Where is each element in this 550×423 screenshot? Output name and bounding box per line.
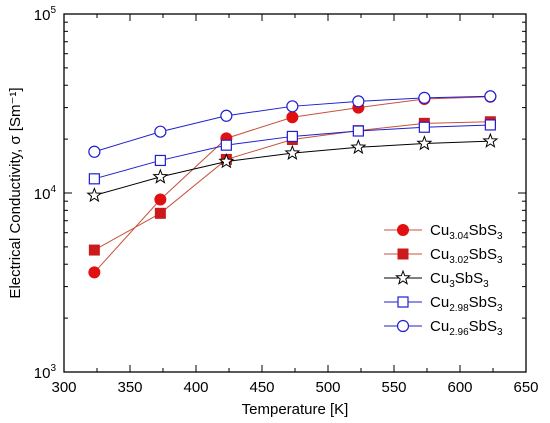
y-tick-label: 104 [34,184,57,203]
data-point [350,138,367,155]
data-point [352,125,364,137]
series-4 [88,119,496,185]
data-point [88,244,100,256]
data-point [220,139,232,151]
x-tick-label: 450 [249,379,274,396]
data-point [154,154,166,167]
data-point [154,125,167,138]
data-point [482,132,499,148]
legend-marker [397,296,409,308]
data-point [88,173,100,185]
axes-layer: 300 350 400 450 500 550 600 650 103 104 105 [34,5,539,396]
data-point [418,121,430,133]
x-tick-label: 350 [117,379,142,396]
plot-frame [63,13,527,373]
data-point [484,119,496,131]
data-point [352,95,365,108]
legend-marker [397,224,409,236]
data-point [416,135,433,151]
legend-entry: Cu3.04SbS3 [384,222,503,242]
legend-entry: Cu2.96SbS3 [384,318,503,338]
x-axis-label: Temperature [K] [242,401,349,418]
legend-entry: Cu3.02SbS3 [384,246,503,266]
y-tick-label: 105 [34,5,57,24]
data-point [152,168,169,184]
x-tick-label: 300 [51,379,76,396]
data-point [418,91,431,104]
data-point [286,130,298,143]
x-tick-label: 400 [183,379,208,396]
legend-label: Cu3.02SbS3 [430,246,503,266]
data-point [220,109,233,122]
data-point [484,90,497,103]
data-point [86,186,103,203]
series-layer [86,90,499,279]
y-tick-label: 103 [34,363,57,382]
data-point [88,266,101,279]
legend-entry: Cu2.98SbS3 [384,294,503,314]
data-point [218,153,235,169]
legend-label: Cu2.96SbS3 [430,318,503,338]
series-3 [86,132,499,203]
data-point [154,207,166,219]
legend-label: Cu2.98SbS3 [430,294,503,314]
x-tick-label: 550 [381,379,406,396]
legend: Cu3.04SbS3 Cu3.02SbS3 Cu3SbS3 Cu2.98SbS3 Cu2… [384,222,503,338]
legend-marker [396,319,410,333]
legend-label: Cu3SbS3 [430,270,489,290]
series-5 [88,90,497,158]
data-point [286,100,299,113]
data-point [286,111,299,124]
y-axis-label: Electrical Conductivity, σ [Sm⁻¹] [7,87,24,298]
legend-marker [397,248,409,260]
legend-entry: Cu3SbS3 [384,269,489,290]
legend-marker [394,269,412,285]
legend-label: Cu3.04SbS3 [430,222,503,242]
x-tick-label: 650 [513,379,538,396]
x-tick-label: 600 [447,379,472,396]
data-point [284,144,301,160]
x-tick-label: 500 [315,379,340,396]
data-point [154,193,167,206]
data-point [88,145,101,158]
